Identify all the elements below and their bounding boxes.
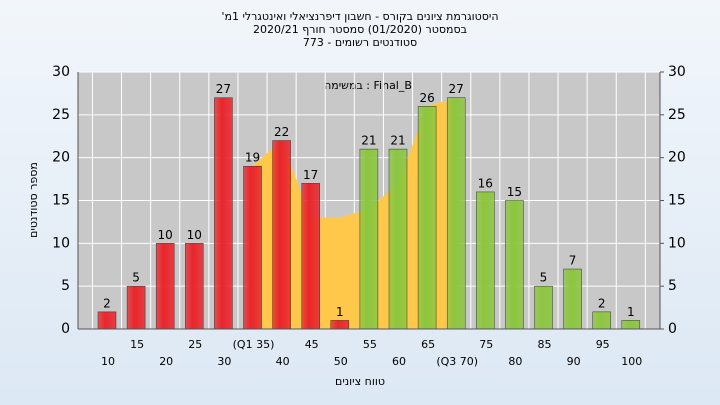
x-tick-label: 65 xyxy=(421,338,435,351)
bar xyxy=(330,320,350,330)
bar xyxy=(417,106,437,330)
bar xyxy=(359,148,379,330)
data-label: 19 xyxy=(245,151,260,165)
x-tick-label: 45 xyxy=(305,338,319,351)
bar xyxy=(214,97,233,330)
y-tick-label: 10 xyxy=(52,235,70,251)
data-label: 26 xyxy=(419,91,434,105)
bar xyxy=(446,97,466,330)
bar xyxy=(301,183,320,330)
x-tick-label: 85 xyxy=(538,338,552,351)
bar xyxy=(97,311,117,330)
data-label: 21 xyxy=(390,134,405,148)
data-label: 27 xyxy=(449,82,464,96)
data-label: 5 xyxy=(540,271,548,285)
data-label: 10 xyxy=(158,228,173,242)
chart-title: היסטוגרמת ציונים בקורס - חשבון דיפרנציאל… xyxy=(221,10,498,23)
data-label: 22 xyxy=(274,125,289,139)
bar xyxy=(534,285,553,330)
bar xyxy=(388,148,408,330)
bar xyxy=(185,243,204,330)
data-label: 21 xyxy=(361,134,376,148)
data-label: 5 xyxy=(132,271,140,285)
y-axis-label: מספר סטודנטים xyxy=(27,162,40,238)
y-tick-label: 15 xyxy=(52,193,70,209)
x-tick-label: 60 xyxy=(392,355,406,368)
x-tick-label: 100 xyxy=(621,355,642,368)
y2-tick-label: 15 xyxy=(668,193,686,209)
y-tick-label: 0 xyxy=(61,321,70,337)
x-tick-label: 15 xyxy=(130,338,144,351)
data-label: 1 xyxy=(627,305,635,319)
x-tick-label: 95 xyxy=(596,338,610,351)
bar xyxy=(563,268,582,330)
x-tick-label: 30 xyxy=(217,355,231,368)
y-tick-label: 5 xyxy=(61,278,70,294)
y-tick-label: 30 xyxy=(52,64,70,80)
y2-tick-label: 0 xyxy=(668,321,677,337)
data-label: 17 xyxy=(303,168,318,182)
data-label: 1 xyxy=(336,305,344,319)
data-label: 16 xyxy=(478,176,493,190)
y2-tick-label: 10 xyxy=(668,235,686,251)
y-tick-label: 25 xyxy=(52,107,70,123)
x-tick-label: 40 xyxy=(276,355,290,368)
x-tick-label: 20 xyxy=(159,355,173,368)
x-tick-label: 10 xyxy=(101,355,115,368)
bar xyxy=(592,311,611,330)
data-label: 10 xyxy=(187,228,202,242)
x-tick-label: 90 xyxy=(567,355,581,368)
y-tick-label: 20 xyxy=(52,150,70,166)
x-tick-label: 80 xyxy=(508,355,522,368)
x-tick-label: (Q1 35) xyxy=(233,338,275,351)
x-tick-label: 55 xyxy=(363,338,377,351)
bar xyxy=(621,320,641,330)
y2-tick-label: 30 xyxy=(668,64,686,80)
bar xyxy=(155,243,175,330)
data-label: 2 xyxy=(598,296,606,310)
y2-tick-label: 5 xyxy=(668,278,677,294)
bar xyxy=(505,200,524,330)
x-tick-label: 50 xyxy=(334,355,348,368)
x-axis-label: טווח ציונים xyxy=(335,375,385,388)
data-label: 2 xyxy=(103,296,111,310)
x-tick-label: 25 xyxy=(188,338,202,351)
data-label: 7 xyxy=(569,254,577,268)
data-label: 27 xyxy=(216,82,231,96)
bar xyxy=(272,140,291,330)
bar xyxy=(126,285,146,330)
data-label: 15 xyxy=(507,185,522,199)
chart-subtitle: סטודנטים רשומים - 773 xyxy=(303,36,417,49)
chart-subtitle: בסמסטר (01/2020) סמסטר חורף 2020/21 xyxy=(253,23,467,36)
x-tick-label: (Q3 70) xyxy=(436,355,478,368)
bar xyxy=(476,191,495,330)
bar xyxy=(243,165,262,330)
y2-tick-label: 25 xyxy=(668,107,686,123)
x-tick-label: 75 xyxy=(479,338,493,351)
annotation: במשימה : Final_B xyxy=(324,79,412,92)
y2-tick-label: 20 xyxy=(668,150,686,166)
